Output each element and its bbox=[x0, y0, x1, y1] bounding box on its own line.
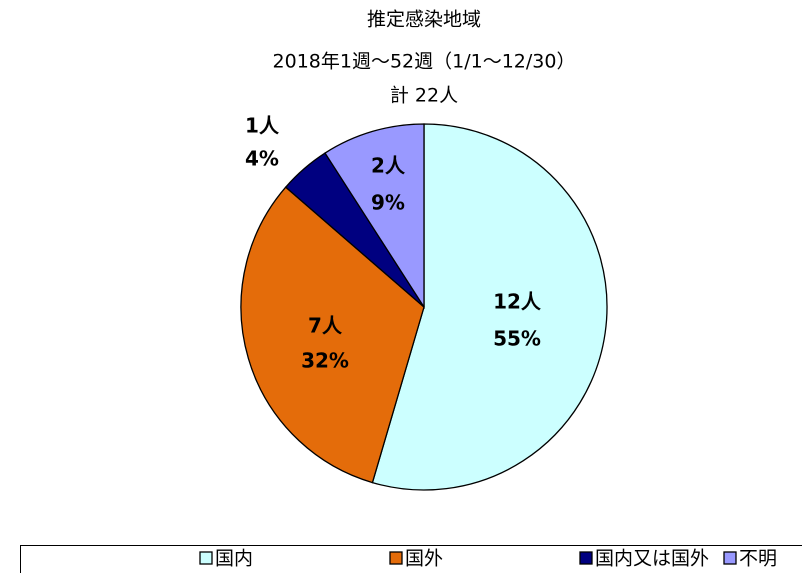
pie-slice bbox=[240, 186, 425, 484]
legend-label: 不明 bbox=[739, 548, 777, 570]
legend-frame bbox=[20, 545, 802, 573]
legend-swatch bbox=[199, 551, 213, 565]
value-label: 1人 bbox=[245, 114, 280, 138]
legend-label: 国外 bbox=[405, 548, 443, 570]
percent-label: 4% bbox=[245, 147, 279, 171]
value-label: 7人 bbox=[308, 314, 343, 338]
legend-label: 国内又は国外 bbox=[595, 548, 709, 570]
chart-title: 推定感染地域 bbox=[367, 9, 481, 31]
total-label: 計 22人 bbox=[390, 85, 458, 107]
chart-subtitle: 2018年1週～52週（1/1～12/30） bbox=[273, 51, 576, 73]
pie-slice bbox=[371, 123, 608, 491]
legend-swatch bbox=[723, 551, 737, 565]
pie-slice bbox=[324, 123, 425, 310]
percent-label: 9% bbox=[371, 191, 405, 215]
value-label: 12人 bbox=[493, 290, 542, 314]
percent-label: 55% bbox=[493, 327, 541, 351]
legend-swatch bbox=[579, 551, 593, 565]
legend-label: 国内 bbox=[215, 548, 253, 570]
percent-label: 32% bbox=[301, 349, 349, 373]
legend-swatch bbox=[389, 551, 403, 565]
value-label: 2人 bbox=[371, 154, 406, 178]
